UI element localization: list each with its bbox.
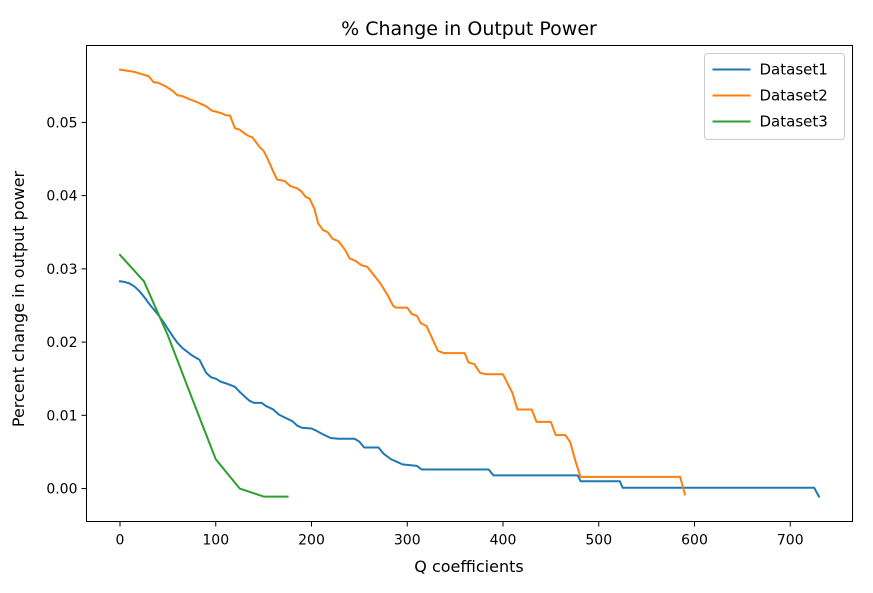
x-tick-label: 300 xyxy=(394,533,421,549)
x-tick-label: 400 xyxy=(490,533,517,549)
y-tick-label: 0.03 xyxy=(46,262,77,278)
legend: Dataset1 Dataset2 Dataset3 xyxy=(704,53,845,140)
y-axis-label: Percent change in output power xyxy=(9,170,28,427)
x-axis-ticks: 0 100 200 300 400 500 600 700 xyxy=(116,521,804,549)
legend-label: Dataset2 xyxy=(760,87,828,105)
x-tick-label: 500 xyxy=(585,533,612,549)
legend-label: Dataset3 xyxy=(760,113,828,131)
y-tick-label: 0.02 xyxy=(46,335,77,351)
legend-label: Dataset1 xyxy=(760,61,828,79)
x-tick-label: 100 xyxy=(202,533,229,549)
x-tick-label: 700 xyxy=(777,533,804,549)
plot-frame xyxy=(86,45,853,522)
y-tick-label: 0.05 xyxy=(46,115,77,131)
x-tick-label: 600 xyxy=(681,533,708,549)
y-tick-label: 0.00 xyxy=(46,482,77,498)
series-line-dataset3 xyxy=(118,253,289,498)
y-tick-label: 0.04 xyxy=(46,189,77,205)
y-tick-label: 0.01 xyxy=(46,408,77,424)
series-layer xyxy=(118,68,821,498)
chart-title: % Change in Output Power xyxy=(341,18,597,40)
series-line-dataset1 xyxy=(118,280,821,498)
series-line-dataset2 xyxy=(118,68,687,496)
y-axis-ticks: 0.00 0.01 0.02 0.03 0.04 0.05 xyxy=(46,115,87,498)
x-tick-label: 0 xyxy=(116,533,125,549)
legend-box xyxy=(704,53,845,140)
x-tick-label: 200 xyxy=(298,533,325,549)
x-axis-label: Q coefficients xyxy=(414,557,523,576)
